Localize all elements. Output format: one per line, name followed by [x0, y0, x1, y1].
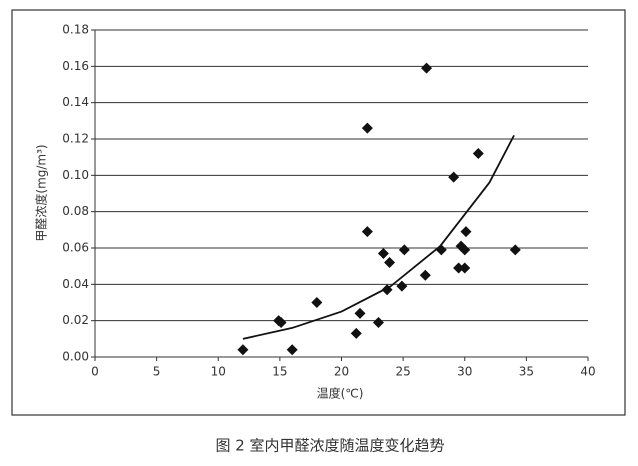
point [350, 327, 362, 339]
y-axis-label: 甲醛浓度(mg/m³) [34, 144, 49, 241]
y-tick-label: 0.06 [62, 241, 89, 255]
chart-frame [11, 9, 626, 416]
y-tick-label: 0.12 [62, 132, 89, 146]
y-tick-label: 0.16 [62, 59, 89, 73]
point [509, 244, 521, 256]
point [372, 316, 384, 328]
y-tick-label: 0.02 [62, 313, 89, 327]
trend-line [242, 134, 515, 340]
caption: 图 2 室内甲醛浓度随温度变化趋势 [215, 437, 444, 455]
x-tick-label: 25 [395, 365, 410, 379]
point [459, 262, 471, 274]
point [460, 226, 472, 238]
point [237, 344, 249, 356]
point [472, 148, 484, 160]
x-tick-label: 40 [580, 365, 595, 379]
x-tick-label: 20 [334, 365, 349, 379]
point [286, 344, 298, 356]
point [453, 262, 465, 274]
x-tick-label: 0 [91, 365, 99, 379]
point [384, 257, 396, 269]
point [361, 226, 373, 238]
point [421, 62, 433, 74]
point [275, 316, 287, 328]
x-tick-label: 10 [211, 365, 226, 379]
x-tick-label: 30 [457, 365, 472, 379]
y-tick-label: 0.10 [62, 168, 89, 182]
x-axis-label: 温度(℃) [317, 386, 364, 401]
point [396, 280, 408, 292]
y-tick-label: 0.00 [62, 350, 89, 364]
point [459, 244, 471, 256]
y-tick-label: 0.04 [62, 277, 89, 291]
point [448, 171, 460, 183]
point [419, 269, 431, 281]
point [377, 247, 389, 259]
point [311, 297, 323, 308]
x-tick-label: 5 [153, 365, 161, 379]
x-tick-label: 15 [272, 365, 287, 379]
y-tick-label: 0.08 [62, 204, 89, 218]
point [354, 307, 366, 319]
x-tick-label: 35 [519, 365, 534, 379]
y-tick-label: 0.14 [62, 95, 89, 109]
point [361, 122, 373, 134]
point [398, 244, 410, 256]
y-tick-label: 0.18 [62, 23, 89, 37]
